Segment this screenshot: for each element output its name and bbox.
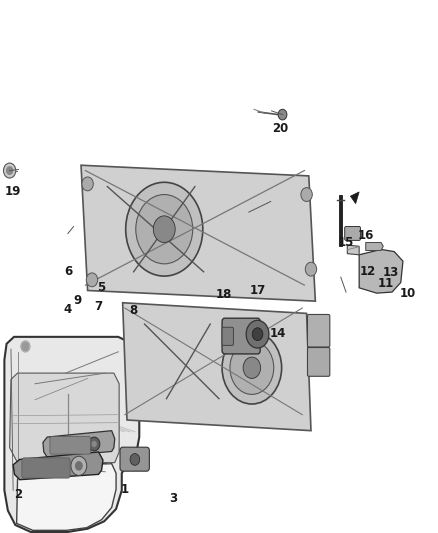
Circle shape <box>7 167 13 174</box>
Text: 19: 19 <box>5 185 21 198</box>
Circle shape <box>88 437 100 451</box>
Circle shape <box>153 216 175 243</box>
Polygon shape <box>81 165 315 301</box>
Circle shape <box>130 454 140 465</box>
Circle shape <box>21 341 30 352</box>
Text: 4: 4 <box>64 303 72 316</box>
Circle shape <box>126 182 203 276</box>
Text: 13: 13 <box>382 266 399 279</box>
Polygon shape <box>123 303 311 431</box>
Polygon shape <box>359 249 403 293</box>
Polygon shape <box>17 464 116 530</box>
Circle shape <box>305 262 317 276</box>
Circle shape <box>82 177 93 191</box>
Text: 17: 17 <box>249 284 266 297</box>
Text: 18: 18 <box>215 288 232 301</box>
Circle shape <box>136 195 193 264</box>
Text: 7: 7 <box>95 300 102 313</box>
Text: 5: 5 <box>97 281 105 294</box>
FancyBboxPatch shape <box>50 437 91 454</box>
Polygon shape <box>4 337 139 532</box>
FancyBboxPatch shape <box>345 227 360 240</box>
FancyBboxPatch shape <box>222 327 233 345</box>
Circle shape <box>75 461 83 471</box>
Circle shape <box>222 332 282 404</box>
FancyBboxPatch shape <box>307 348 330 376</box>
Circle shape <box>230 341 274 394</box>
Polygon shape <box>347 245 359 255</box>
Text: 6: 6 <box>64 265 72 278</box>
Text: 12: 12 <box>360 265 376 278</box>
Text: 14: 14 <box>270 327 286 340</box>
Text: 9: 9 <box>74 294 82 306</box>
Polygon shape <box>366 243 383 251</box>
Text: 8: 8 <box>130 304 138 317</box>
Circle shape <box>278 109 287 120</box>
FancyBboxPatch shape <box>120 447 149 471</box>
Text: 10: 10 <box>399 287 416 300</box>
Polygon shape <box>350 192 359 204</box>
Circle shape <box>246 320 269 348</box>
Circle shape <box>92 441 97 447</box>
Circle shape <box>71 456 87 475</box>
Text: 16: 16 <box>357 229 374 242</box>
FancyBboxPatch shape <box>307 314 330 347</box>
FancyBboxPatch shape <box>22 458 70 478</box>
Circle shape <box>301 188 312 201</box>
Polygon shape <box>43 431 115 457</box>
Circle shape <box>4 163 16 178</box>
Text: 1: 1 <box>121 483 129 496</box>
Text: 2: 2 <box>14 488 22 501</box>
Polygon shape <box>13 452 103 480</box>
Circle shape <box>86 273 98 287</box>
Circle shape <box>243 357 261 378</box>
Text: 20: 20 <box>272 123 289 135</box>
Text: 11: 11 <box>377 277 394 290</box>
Polygon shape <box>10 373 119 463</box>
Circle shape <box>252 328 263 341</box>
Text: 3: 3 <box>169 492 177 505</box>
FancyBboxPatch shape <box>222 318 260 354</box>
Text: 15: 15 <box>338 236 354 249</box>
